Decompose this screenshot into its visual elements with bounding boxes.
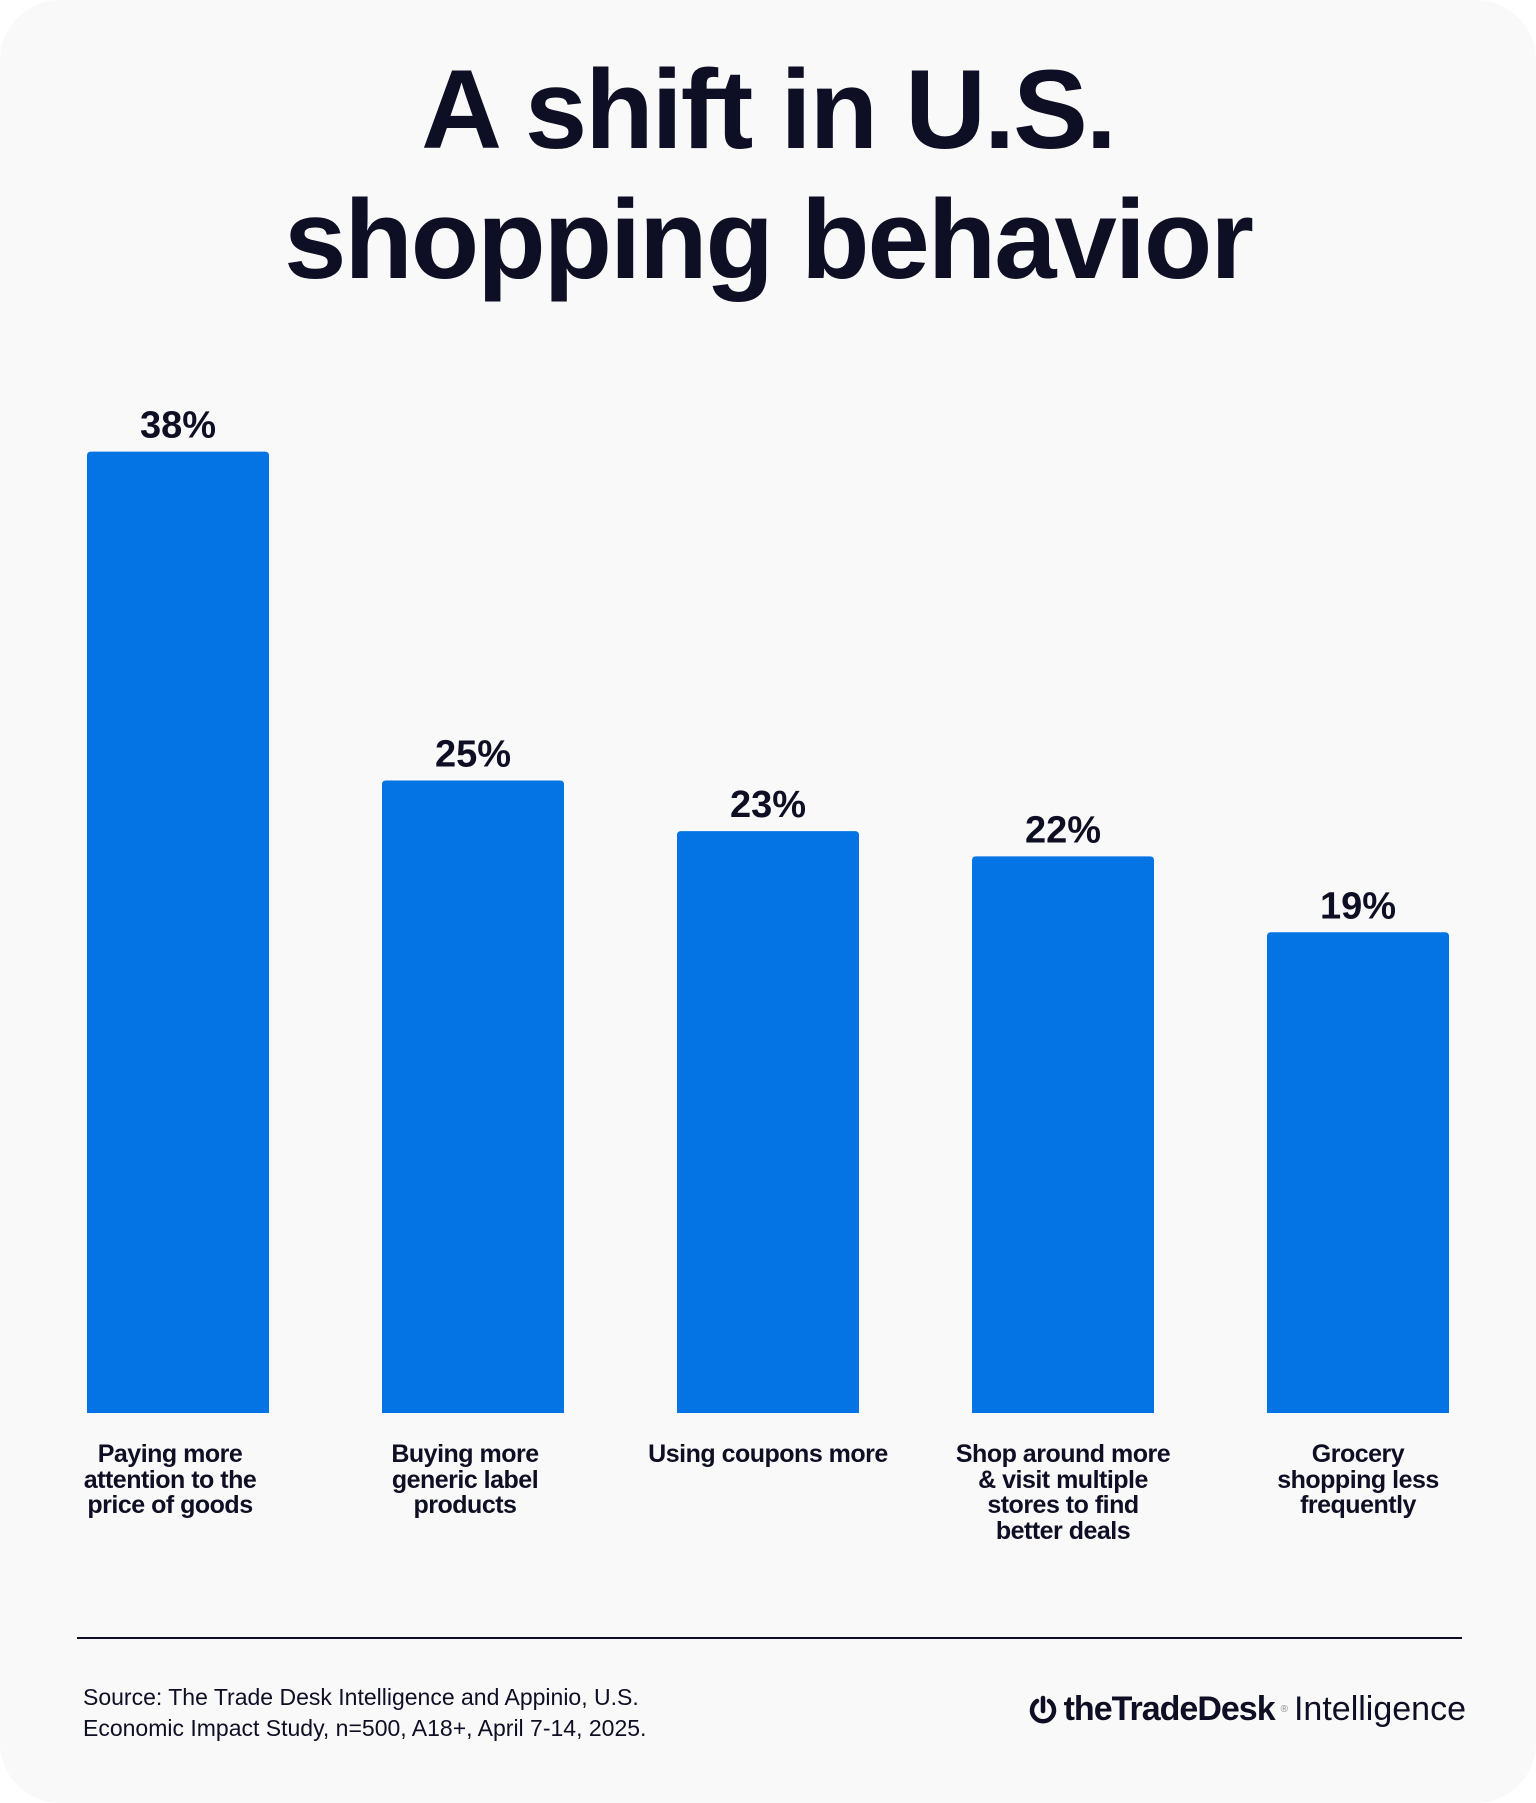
- bar-2: [382, 780, 564, 1413]
- category-label-line: price of goods: [87, 1491, 253, 1519]
- trade-desk-logo: theTradeDesk ® Intelligence: [1028, 1690, 1466, 1729]
- logo-brand: theTradeDesk: [1063, 1690, 1276, 1728]
- category-label-line: Buying more: [391, 1440, 539, 1468]
- category-label-line: & visit multiple: [978, 1465, 1148, 1494]
- chart-title: A shift in U.S. shopping behavior: [0, 45, 1536, 305]
- category-label: Paying more attention to the price of good…: [40, 1440, 300, 1519]
- source-line: Economic Impact Study, n=500, A18+, Apri…: [83, 1715, 647, 1741]
- data-label: 38%: [140, 405, 216, 447]
- category-label-line: attention to the: [83, 1465, 257, 1494]
- logo-suffix: Intelligence: [1293, 1690, 1466, 1728]
- data-label: 23%: [730, 784, 806, 826]
- data-label: 25%: [435, 734, 511, 776]
- category-label-line: Shop around more: [955, 1440, 1171, 1468]
- category-label-line: generic label: [391, 1465, 539, 1494]
- category-label-line: Using coupons more: [648, 1440, 888, 1468]
- source-note: Source: The Trade Desk Intelligence and …: [83, 1682, 646, 1744]
- category-label-line: frequently: [1300, 1491, 1416, 1519]
- category-label-line: better deals: [995, 1516, 1131, 1545]
- data-label: 19%: [1320, 885, 1396, 927]
- data-label: 22%: [1025, 809, 1101, 851]
- category-label: Grocery shopping less frequently: [1228, 1440, 1488, 1519]
- category-label: Buying more generic label products: [335, 1440, 595, 1519]
- category-label-line: shopping less: [1277, 1465, 1439, 1494]
- bar-3: [677, 831, 859, 1413]
- category-label-line: products: [413, 1491, 517, 1519]
- bar-1: [87, 451, 269, 1414]
- category-label-line: Grocery: [1311, 1440, 1405, 1468]
- category-label: Shop around more & visit multiple stores t…: [933, 1440, 1193, 1545]
- category-label-line: stores to find: [987, 1491, 1139, 1519]
- divider: [77, 1637, 1462, 1639]
- bar-5: [1267, 932, 1449, 1413]
- category-label-line: Paying more: [97, 1440, 243, 1468]
- category-label: Using coupons more: [638, 1440, 898, 1468]
- bar-4: [972, 856, 1154, 1413]
- trade-desk-power-icon: [1029, 1695, 1056, 1723]
- source-line: Source: The Trade Desk Intelligence and …: [83, 1684, 639, 1710]
- title-line-1: A shift in U.S.: [421, 47, 1117, 172]
- title-line-2: shopping behavior: [284, 177, 1254, 302]
